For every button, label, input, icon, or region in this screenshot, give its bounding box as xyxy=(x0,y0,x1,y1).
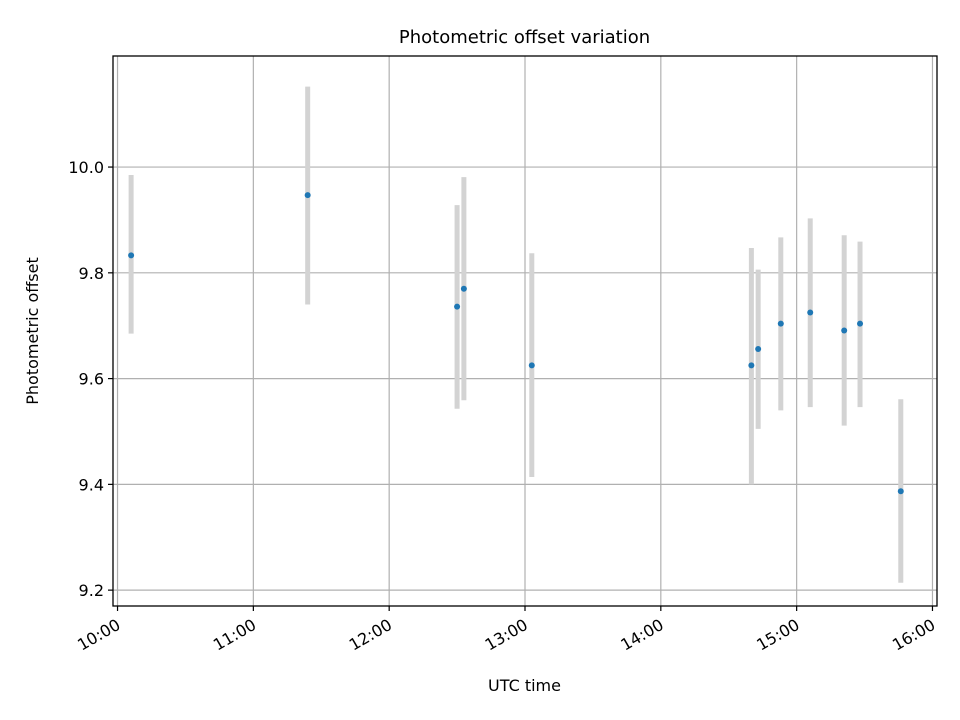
data-point xyxy=(528,362,535,369)
chart-title: Photometric offset variation xyxy=(399,27,650,48)
data-point xyxy=(807,309,814,316)
data-point xyxy=(454,303,461,310)
data-point xyxy=(755,345,762,352)
x-axis-label: UTC time xyxy=(488,676,561,695)
y-tick-label: 10.0 xyxy=(68,158,104,177)
y-axis-ticks: 9.2 9.4 9.6 9.8 10.0 xyxy=(68,158,113,600)
data-point xyxy=(460,285,467,292)
data-point xyxy=(304,192,311,199)
y-tick-label: 9.8 xyxy=(79,264,104,283)
data-point xyxy=(841,327,848,334)
y-tick-label: 9.4 xyxy=(79,475,104,494)
data-point xyxy=(777,320,784,327)
data-point xyxy=(897,488,904,495)
data-point xyxy=(128,252,135,259)
data-point xyxy=(857,320,864,327)
y-tick-label: 9.2 xyxy=(79,581,104,600)
data-point xyxy=(748,362,755,369)
data-points xyxy=(128,192,904,495)
y-tick-label: 9.6 xyxy=(79,370,104,389)
y-axis-label: Photometric offset xyxy=(23,257,42,405)
grid-lines xyxy=(113,56,937,606)
